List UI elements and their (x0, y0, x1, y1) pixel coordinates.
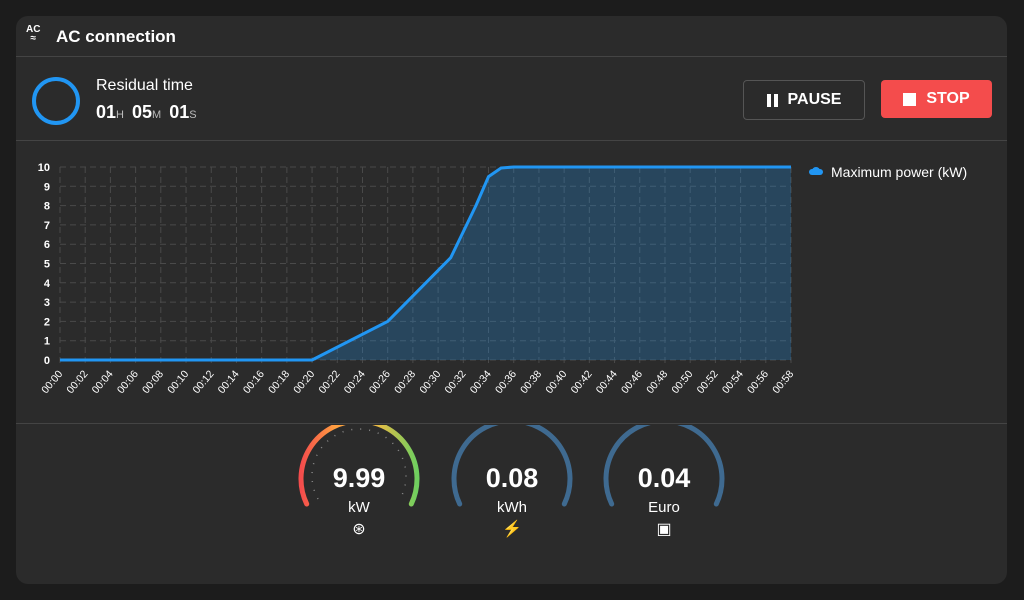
energy-unit: kWh (497, 499, 527, 516)
x-tick-label: 00:36 (493, 368, 519, 396)
power-gauge: 9.99 kW ⊛ (296, 425, 422, 545)
progress-ring-icon (32, 77, 80, 125)
x-tick-label: 00:04 (90, 368, 116, 396)
x-tick-label: 00:30 (417, 368, 443, 396)
x-tick-label: 00:32 (443, 368, 469, 396)
x-tick-label: 00:50 (669, 368, 695, 396)
ac-connection-card: AC ≈ AC connection Residual time 01H 05M … (16, 16, 1007, 584)
y-tick-label: 8 (44, 201, 50, 213)
x-tick-label: 00:22 (316, 368, 342, 396)
cost-gauge-arc (603, 425, 725, 507)
pause-icon (766, 93, 778, 107)
x-tick-label: 00:20 (291, 368, 317, 396)
series-area (60, 167, 791, 360)
x-tick-label: 00:02 (64, 368, 90, 396)
x-tick-label: 00:48 (644, 368, 670, 396)
x-tick-label: 00:38 (518, 368, 544, 396)
energy-gauge-arc (451, 425, 573, 507)
x-tick-label: 00:18 (266, 368, 292, 396)
y-tick-label: 7 (44, 220, 50, 232)
cost-gauge: 0.04 Euro ▣ (601, 425, 727, 545)
x-tick-label: 00:52 (695, 368, 721, 396)
residual-time-label: Residual time (96, 77, 193, 94)
energy-gauge: 0.08 kWh ⚡ (449, 425, 575, 545)
x-tick-label: 00:56 (745, 368, 771, 396)
x-tick-label: 00:26 (367, 368, 393, 396)
power-gauge-arc (298, 425, 420, 507)
stop-button[interactable]: STOP (881, 80, 992, 118)
energy-value: 0.08 (485, 463, 539, 493)
y-tick-label: 5 (44, 259, 50, 271)
x-tick-label: 00:54 (720, 368, 746, 396)
pause-button[interactable]: PAUSE (743, 80, 865, 120)
cash-icon: ▣ (656, 521, 672, 538)
stop-icon (903, 92, 917, 106)
x-tick-label: 00:06 (115, 368, 141, 396)
x-tick-label: 00:14 (216, 368, 242, 396)
x-tick-label: 00:34 (468, 368, 494, 396)
x-tick-label: 00:44 (594, 368, 620, 396)
x-tick-label: 00:46 (619, 368, 645, 396)
card-header: AC ≈ AC connection (16, 16, 1007, 57)
cost-unit: Euro (648, 499, 680, 516)
chart-legend[interactable]: Maximum power (kW) (809, 164, 967, 180)
x-tick-label: 00:00 (39, 368, 65, 396)
pause-label: PAUSE (787, 91, 842, 108)
energy-flash-icon: ⚡ (502, 521, 522, 538)
card-title: AC connection (56, 27, 176, 46)
power-chart: 0 1 2 3 4 5 6 7 8 9 10 00:00 00:02 00:04 00:06 00:08 00:… (16, 141, 1007, 424)
legend-marker-icon (809, 167, 823, 175)
ac-icon: AC ≈ (26, 24, 41, 44)
power-unit: kW (348, 499, 370, 516)
x-tick-label: 00:10 (165, 368, 191, 396)
series-line (60, 165, 791, 362)
stop-label: STOP (926, 90, 970, 107)
y-tick-label: 0 (44, 355, 50, 367)
residual-time-value: 01H 05M 01S (96, 102, 197, 122)
x-tick-label: 00:28 (392, 368, 418, 396)
x-tick-label: 00:12 (190, 368, 216, 396)
y-tick-label: 9 (44, 181, 50, 193)
y-tick-label: 10 (38, 162, 50, 174)
x-tick-label: 00:24 (342, 368, 368, 396)
power-meter-icon: ⊛ (352, 521, 366, 538)
x-tick-label: 00:58 (770, 368, 796, 396)
y-tick-label: 1 (44, 336, 50, 348)
y-tick-label: 4 (44, 278, 51, 290)
x-tick-label: 00:40 (543, 368, 569, 396)
x-tick-label: 00:16 (241, 368, 267, 396)
cost-value: 0.04 (637, 463, 691, 493)
y-tick-label: 2 (44, 316, 50, 328)
power-value: 9.99 (332, 463, 386, 493)
x-tick-label: 00:42 (569, 368, 595, 396)
x-tick-label: 00:08 (140, 368, 166, 396)
y-tick-label: 3 (44, 297, 50, 309)
y-tick-label: 6 (44, 239, 50, 251)
legend-label: Maximum power (kW) (831, 164, 968, 180)
status-bar: Residual time 01H 05M 01S PAUSE STOP (16, 57, 1007, 141)
